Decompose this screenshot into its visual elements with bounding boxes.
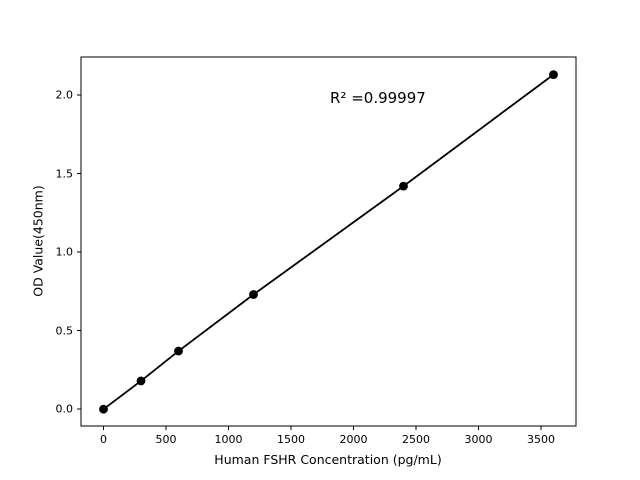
- x-axis-title: Human FSHR Concentration (pg/mL): [214, 452, 442, 467]
- x-tick-label: 1000: [214, 433, 243, 446]
- x-tick-label: 2000: [339, 433, 368, 446]
- data-point: [99, 404, 108, 414]
- x-tick-label: 3000: [464, 433, 493, 446]
- data-point: [399, 181, 408, 191]
- y-tick-label: 1.5: [55, 167, 74, 181]
- axes-frame: [80, 56, 577, 427]
- y-tick-label: 2.0: [55, 88, 74, 102]
- y-axis-title: OD Value(450nm): [30, 185, 46, 297]
- data-point: [174, 346, 183, 356]
- x-tick-label: 3500: [527, 433, 555, 446]
- x-tick-label: 500: [155, 433, 177, 446]
- data-point: [136, 376, 146, 386]
- y-tick-label: 0.5: [55, 324, 74, 338]
- data-point: [549, 70, 558, 79]
- x-tick-label: 2500: [402, 433, 430, 446]
- y-tick-label: 1.0: [55, 245, 74, 259]
- standard-curve-line: [102, 73, 555, 411]
- r-squared-annotation: R² =0.99997: [330, 89, 426, 107]
- y-tick-label: 0.0: [55, 402, 74, 416]
- x-tick-label: 0: [100, 433, 107, 446]
- data-point: [249, 290, 258, 299]
- x-tick-label: 1500: [277, 433, 305, 446]
